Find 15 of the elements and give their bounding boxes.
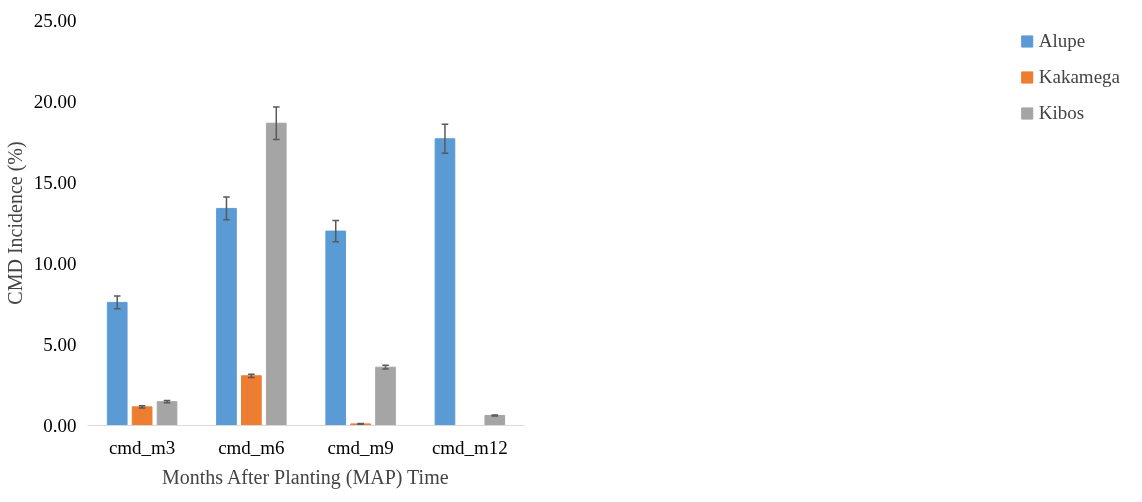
y-tick-label: 0.00 bbox=[43, 415, 77, 436]
y-tick-label: 25.00 bbox=[33, 10, 77, 31]
x-tick-label: cmd_m12 bbox=[431, 436, 508, 458]
y-tick-label: 10.00 bbox=[33, 253, 77, 274]
x-tick-label: cmd_m6 bbox=[218, 436, 285, 458]
y-tick-label: 5.00 bbox=[43, 334, 77, 355]
x-tick-label: cmd_m3 bbox=[108, 436, 176, 458]
legend-label: Alupe bbox=[1038, 30, 1086, 52]
y-tick-label: 15.00 bbox=[33, 172, 77, 193]
x-tick-label: cmd_m9 bbox=[327, 436, 394, 458]
y-axis-title: CMD Incidence (%) bbox=[3, 141, 27, 305]
x-axis-title: Months After Planting (MAP) Time bbox=[161, 465, 449, 489]
legend-label: Kakamega bbox=[1038, 66, 1120, 88]
y-tick-label: 20.00 bbox=[33, 91, 77, 112]
legend-label: Kibos bbox=[1038, 102, 1085, 124]
